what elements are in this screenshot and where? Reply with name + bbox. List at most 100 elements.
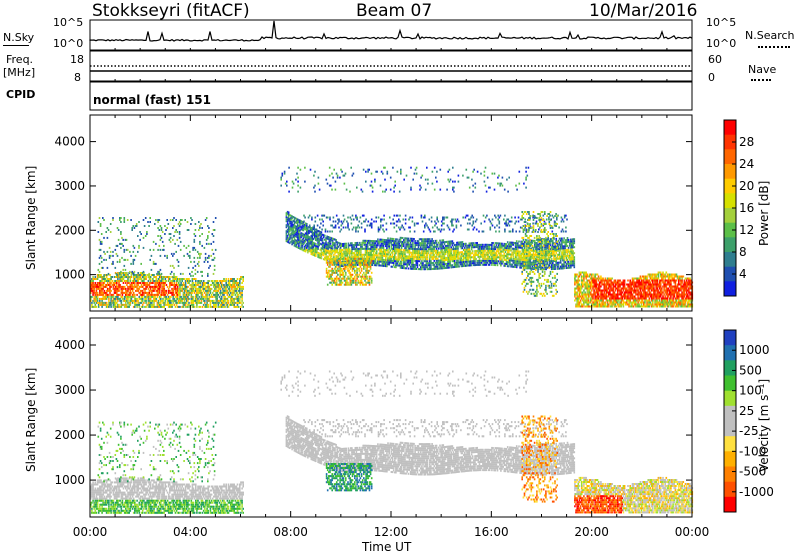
power-cell xyxy=(199,285,202,288)
power-cell xyxy=(211,291,214,294)
power-cell xyxy=(103,303,106,306)
power-cell xyxy=(158,301,161,304)
power-cell xyxy=(474,256,476,259)
power-cell xyxy=(218,280,221,282)
power-cell xyxy=(208,287,211,290)
power-cell xyxy=(175,280,178,282)
power-cell xyxy=(127,289,129,292)
power-cell xyxy=(388,247,390,250)
power-cell xyxy=(236,285,239,288)
power-cell xyxy=(200,252,202,255)
power-cell xyxy=(164,233,166,235)
power-cell xyxy=(149,280,152,282)
power-cell xyxy=(511,263,513,266)
power-cell xyxy=(120,303,123,306)
power-cell xyxy=(103,276,106,278)
power-cell xyxy=(101,305,103,308)
power-cell xyxy=(141,289,144,292)
power-cell xyxy=(139,282,142,284)
power-cell xyxy=(159,238,162,241)
power-cell xyxy=(116,287,118,290)
power-cell xyxy=(129,278,132,280)
power-cell xyxy=(106,289,109,292)
power-cell xyxy=(116,282,118,284)
power-cell xyxy=(427,250,430,253)
power-cell xyxy=(380,248,383,251)
power-cell xyxy=(103,274,105,277)
power-cell xyxy=(235,284,238,286)
power-cell xyxy=(172,289,174,292)
power-cell xyxy=(187,303,189,306)
power-cell xyxy=(192,248,194,251)
power-cell xyxy=(180,287,182,290)
power-cell xyxy=(293,220,296,223)
power-cell xyxy=(180,278,182,280)
power-cell xyxy=(135,285,137,288)
power-cell xyxy=(561,243,563,246)
power-cell xyxy=(190,291,193,294)
power-cell xyxy=(111,276,113,278)
power-cell xyxy=(108,284,110,286)
power-cell xyxy=(121,287,124,290)
power-cell xyxy=(134,297,136,300)
power-cell xyxy=(92,285,94,288)
power-cell xyxy=(155,276,158,278)
power-cell xyxy=(116,301,118,304)
power-cell xyxy=(164,289,167,292)
power-cell xyxy=(137,276,139,278)
power-cell xyxy=(185,295,188,298)
power-cell xyxy=(169,276,171,278)
power-cell xyxy=(213,293,215,296)
power-cell xyxy=(241,303,243,306)
power-cell xyxy=(116,260,119,263)
power-cell xyxy=(157,282,160,284)
power-cell xyxy=(162,289,164,292)
power-cell xyxy=(571,248,573,251)
power-cell xyxy=(132,274,135,276)
freq-tick-top: 18 xyxy=(70,53,84,66)
power-cell xyxy=(162,293,164,296)
power-cell xyxy=(180,297,182,300)
power-cell xyxy=(184,297,187,300)
power-cell xyxy=(156,291,159,294)
power-cell xyxy=(512,243,515,246)
power-cell xyxy=(301,246,304,249)
power-cell xyxy=(157,291,160,294)
power-cell xyxy=(292,228,294,230)
power-cell xyxy=(393,222,396,225)
power-cell xyxy=(375,216,377,219)
power-cell xyxy=(181,280,183,282)
power-cell xyxy=(285,234,288,237)
power-cell xyxy=(103,250,105,253)
power-cell xyxy=(135,289,137,292)
power-cell xyxy=(105,284,108,286)
power-cell xyxy=(156,282,159,284)
power-cell xyxy=(382,244,385,247)
power-cell xyxy=(169,264,172,267)
power-cell xyxy=(207,305,209,308)
power-cell xyxy=(457,245,459,248)
power-cell xyxy=(291,227,293,230)
power-cell xyxy=(144,297,146,300)
power-cell xyxy=(509,247,511,250)
power-cell xyxy=(117,295,119,298)
power-cell xyxy=(299,219,301,222)
power-cell xyxy=(337,222,339,225)
power-cell xyxy=(426,244,429,247)
power-cell xyxy=(199,235,201,237)
power-cell xyxy=(185,280,188,282)
power-cell xyxy=(188,278,190,280)
power-cell xyxy=(126,284,128,286)
power-cell xyxy=(183,301,186,304)
power-cell xyxy=(293,242,296,245)
power-cell xyxy=(92,289,94,292)
power-cell xyxy=(173,293,176,296)
power-cell xyxy=(126,305,128,308)
power-cell xyxy=(143,278,145,280)
power-cell xyxy=(342,255,344,257)
power-cell xyxy=(299,235,301,238)
power-cell xyxy=(321,218,323,221)
power-cell xyxy=(119,305,121,308)
power-cell xyxy=(329,230,331,233)
power-cell xyxy=(413,257,415,260)
